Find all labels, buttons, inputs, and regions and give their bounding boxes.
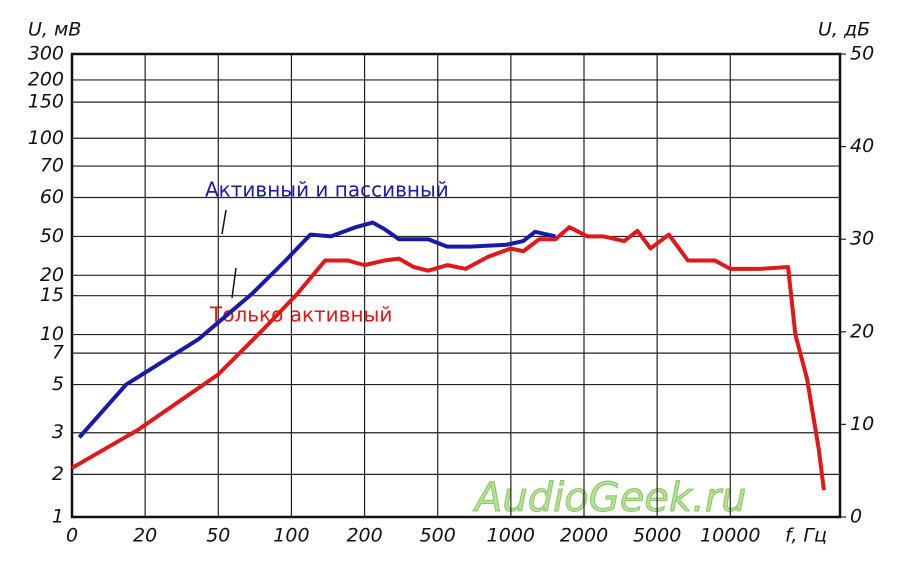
y-tick-label: 20 bbox=[40, 264, 64, 286]
y-tick-label: 3 bbox=[52, 421, 64, 443]
watermark: AudioGeek.ru bbox=[472, 475, 747, 521]
y2-tick-label: 40 bbox=[850, 135, 874, 157]
series-line bbox=[77, 220, 556, 439]
y-tick-label: 200 bbox=[28, 68, 64, 90]
plot-frame bbox=[70, 52, 842, 519]
y-tick-label: 15 bbox=[40, 284, 64, 306]
x-axis-label: f, Гц bbox=[785, 525, 827, 547]
x-tick-label: 0 bbox=[66, 525, 78, 547]
series-line bbox=[71, 225, 826, 491]
y-tick-label: 5 bbox=[52, 373, 64, 395]
y-tick-label: 300 bbox=[28, 43, 64, 65]
leader-line bbox=[231, 267, 237, 299]
x-tick-label: 5000 bbox=[633, 525, 681, 547]
x-tick-label: 100 bbox=[273, 525, 309, 547]
y-tick-label: 50 bbox=[40, 225, 64, 247]
y2-tick-label: 0 bbox=[850, 506, 862, 528]
x-tick-label: 1000 bbox=[487, 525, 535, 547]
x-tick-label: 2000 bbox=[560, 525, 608, 547]
y-tick-label: 150 bbox=[28, 91, 64, 113]
y-axis-label: U, мВ bbox=[28, 19, 81, 41]
y-tick-label: 1 bbox=[52, 506, 64, 528]
y2-tick-label: 20 bbox=[850, 320, 874, 342]
x-tick-label: 20 bbox=[133, 525, 157, 547]
x-tick-label: 200 bbox=[346, 525, 382, 547]
y2-tick-label: 10 bbox=[850, 413, 874, 435]
y2-tick-label: 30 bbox=[850, 228, 874, 250]
y-tick-label: 70 bbox=[40, 155, 64, 177]
y2-axis-label: U, дБ bbox=[818, 19, 870, 41]
x-tick-label: 10000 bbox=[700, 525, 760, 547]
leader-line bbox=[221, 209, 227, 235]
x-tick-label: 50 bbox=[206, 525, 230, 547]
y-tick-label: 60 bbox=[40, 186, 64, 208]
y-tick-label: 100 bbox=[28, 127, 64, 149]
y-tick-label: 2 bbox=[52, 463, 64, 485]
y-tick-label: 10 bbox=[40, 323, 64, 345]
x-tick-label: 500 bbox=[420, 525, 456, 547]
y2-tick-label: 50 bbox=[850, 43, 874, 65]
y-tick-label: 7 bbox=[52, 342, 64, 364]
